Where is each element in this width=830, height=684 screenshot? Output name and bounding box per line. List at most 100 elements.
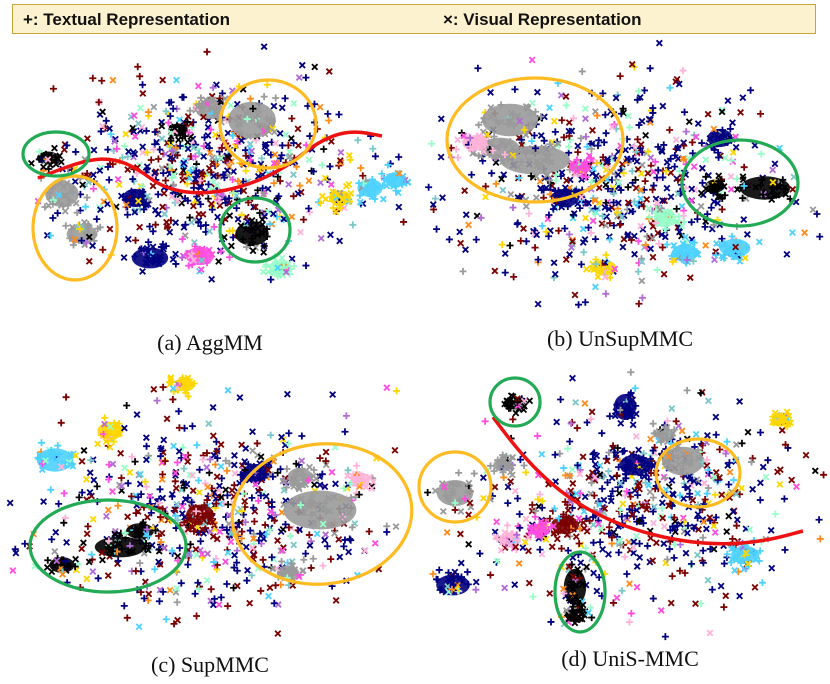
scatter-point: [316, 481, 324, 489]
cluster-point: [624, 404, 632, 412]
cluster-point: [292, 478, 299, 486]
scatter-point: [178, 503, 186, 511]
scatter-point: [298, 61, 306, 69]
scatter-point: [564, 547, 572, 555]
scatter-point: [320, 145, 328, 153]
scatter-point: [159, 203, 167, 211]
cluster-point: [466, 143, 474, 151]
cluster-point: [699, 458, 707, 466]
cluster-point: [737, 559, 745, 567]
cluster-point: [742, 549, 750, 557]
cluster-point: [226, 253, 234, 261]
cluster-point: [332, 208, 340, 216]
scatter-point: [174, 552, 182, 560]
scatter-point: [183, 480, 191, 488]
scatter-point: [173, 458, 181, 466]
scatter-point: [179, 176, 187, 184]
scatter-point: [659, 173, 667, 181]
separating-curve: [37, 130, 383, 195]
scatter-point: [649, 557, 657, 565]
scatter-point: [605, 550, 612, 558]
scatter-point: [321, 483, 329, 491]
scatter-point: [723, 438, 731, 446]
scatter-point: [223, 467, 231, 475]
scatter-point: [632, 148, 640, 156]
scatter-point: [654, 166, 662, 174]
cluster-point: [217, 247, 225, 255]
cluster-point: [666, 208, 674, 215]
scatter-point: [647, 469, 655, 477]
cluster-point: [243, 115, 251, 123]
scatter-point: [740, 216, 748, 223]
cluster-point: [251, 232, 259, 240]
cluster-point: [759, 191, 767, 199]
scatter-point: [680, 479, 688, 487]
cluster-point: [246, 95, 254, 103]
scatter-point: [250, 517, 258, 525]
scatter-point: [538, 504, 546, 512]
cluster-point: [259, 268, 267, 276]
cluster-point: [260, 248, 268, 256]
scatter-point: [655, 39, 663, 47]
scatter-point: [589, 450, 597, 458]
scatter-point: [184, 494, 192, 502]
cluster-point: [209, 104, 217, 112]
scatter-point: [462, 246, 469, 254]
scatter-point: [365, 528, 373, 536]
cluster-point: [44, 155, 52, 163]
scatter-point: [196, 466, 204, 474]
scatter-point: [649, 595, 657, 603]
scatter-point: [647, 534, 655, 542]
scatter-point: [243, 577, 251, 585]
cluster-point: [260, 228, 268, 236]
cluster-point: [274, 272, 282, 280]
cluster-point: [444, 569, 452, 577]
green-cluster-ellipse: [28, 498, 188, 594]
scatter-point: [231, 452, 238, 459]
cluster-point: [715, 172, 723, 180]
cluster-point: [126, 542, 134, 550]
scatter-point: [106, 125, 113, 132]
cluster-point: [249, 225, 257, 232]
scatter-point: [638, 117, 646, 125]
orange-cluster-ellipse: [31, 174, 119, 282]
cluster-point: [183, 118, 191, 126]
cluster-point: [550, 522, 557, 530]
scatter-point: [154, 190, 162, 198]
scatter-point: [727, 173, 735, 180]
cluster-point: [769, 413, 777, 421]
cluster-point: [565, 525, 573, 533]
scatter-point: [136, 104, 144, 112]
scatter-point: [565, 119, 573, 127]
scatter-point: [205, 420, 213, 428]
cluster-point: [186, 107, 194, 115]
scatter-point: [631, 384, 639, 392]
scatter-point: [764, 456, 772, 464]
scatter-point: [551, 505, 559, 513]
scatter-point: [318, 161, 326, 169]
cluster-point: [533, 527, 541, 535]
green-cluster-ellipse: [680, 138, 800, 228]
cluster-point: [85, 558, 93, 566]
cluster-point: [533, 158, 541, 165]
cluster-point: [465, 479, 473, 487]
scatter-point: [663, 417, 671, 425]
scatter-point: [275, 192, 283, 200]
cluster-point: [536, 531, 544, 539]
scatter-point: [211, 131, 219, 139]
cluster-point: [335, 200, 343, 208]
scatter-point: [335, 535, 343, 543]
scatter-point: [340, 542, 348, 550]
scatter-point: [574, 142, 582, 150]
scatter-point: [550, 117, 558, 125]
scatter-point: [155, 532, 163, 540]
scatter-point: [122, 130, 130, 138]
cluster-point: [690, 245, 698, 253]
scatter-point: [618, 160, 626, 168]
scatter-point: [643, 195, 651, 203]
cluster-point: [572, 533, 580, 541]
cluster-point: [480, 147, 488, 155]
cluster-point: [672, 444, 680, 452]
cluster-point: [684, 459, 691, 467]
cluster-point: [779, 176, 787, 184]
